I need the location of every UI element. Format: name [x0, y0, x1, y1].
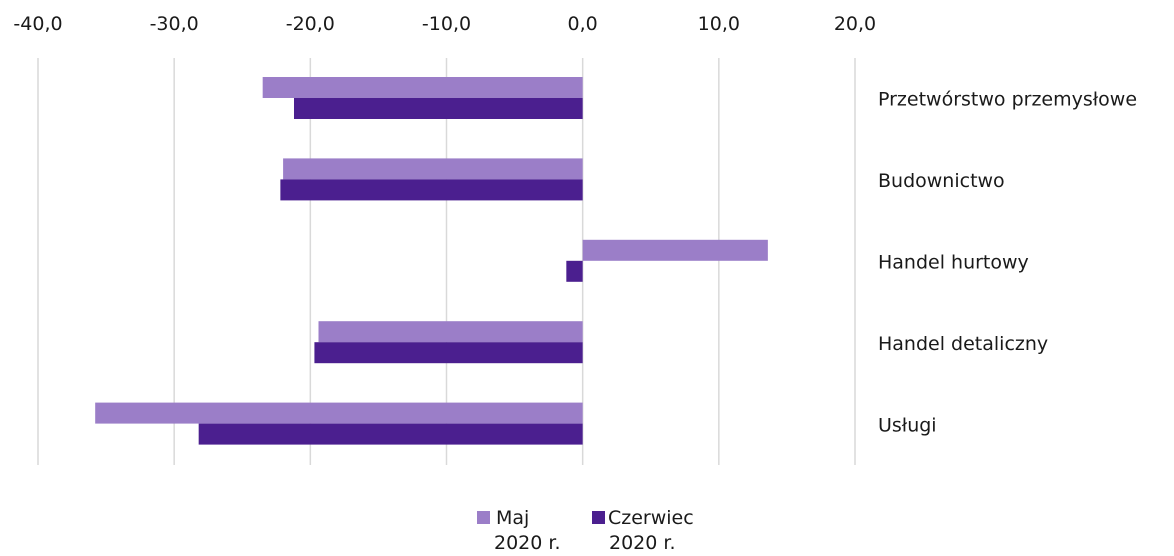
legend-label-line2: 2020 r.	[494, 532, 561, 554]
category-labels: Przetwórstwo przemysłowe Budownictwo Hande…	[878, 89, 1137, 437]
bar-series-0-1	[283, 158, 583, 180]
x-tick-label: -20,0	[286, 13, 335, 35]
legend-label: Maj	[496, 507, 529, 529]
category-label: Handel hurtowy	[878, 252, 1029, 274]
category-label: Handel detaliczny	[878, 333, 1048, 355]
legend-label-line2: 2020 r.	[609, 532, 676, 554]
bar-series-1-0	[293, 98, 583, 119]
bar-series-1-3	[314, 342, 583, 364]
bar-series-1-1	[280, 179, 583, 201]
legend: Maj 2020 r. Czerwiec 2020 r.	[477, 507, 694, 554]
x-tick-label: 10,0	[698, 13, 740, 35]
legend-swatch	[592, 511, 605, 524]
x-tick-label: -30,0	[150, 13, 199, 35]
x-tick-label: -10,0	[422, 13, 471, 35]
legend-label: Czerwiec	[608, 507, 694, 529]
bar-series-0-0	[262, 77, 583, 98]
bar-series-0-3	[318, 321, 583, 343]
bar-series-0-2	[582, 239, 768, 261]
category-label: Budownictwo	[878, 170, 1005, 192]
legend-swatch	[477, 511, 490, 524]
x-tick-label: 0,0	[568, 13, 598, 35]
x-axis-tick-labels: -40,0 -30,0 -20,0 -10,0 0,0 10,0 20,0	[13, 13, 876, 35]
category-label: Usługi	[878, 414, 937, 436]
bar-series-0-4	[95, 402, 583, 424]
bar-series-1-2	[566, 260, 583, 282]
bar-series-1-4	[198, 423, 583, 445]
x-tick-label: 20,0	[834, 13, 876, 35]
bars	[95, 77, 768, 445]
category-label: Przetwórstwo przemysłowe	[878, 89, 1137, 111]
x-tick-label: -40,0	[13, 13, 62, 35]
